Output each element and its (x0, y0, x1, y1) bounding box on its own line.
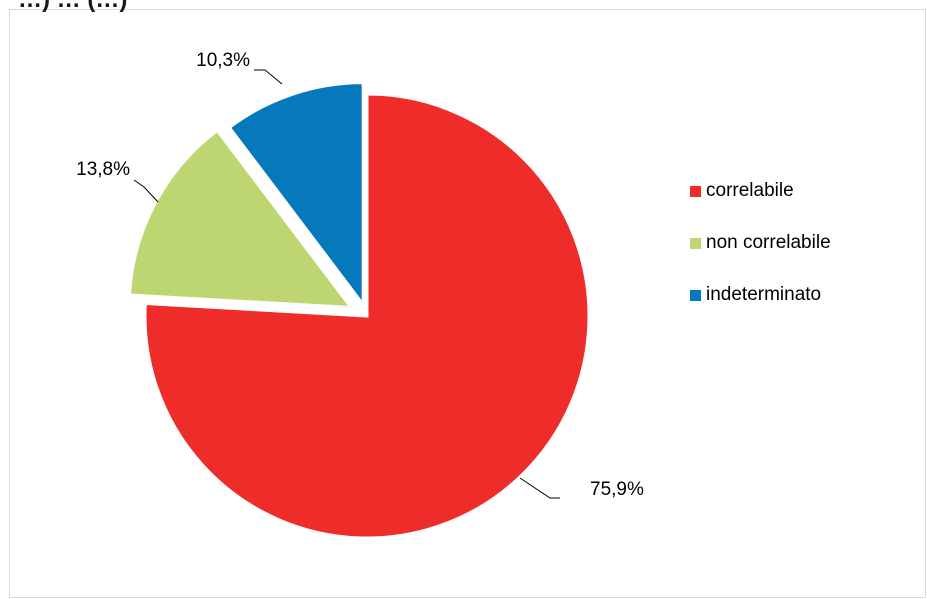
leader-line-non-correlabile (133, 179, 159, 203)
data-label-correlabile: 75,9% (590, 479, 644, 500)
data-labels: 75,9% 13,8% 10,3% (76, 50, 644, 500)
leader-line-correlabile (519, 477, 560, 499)
legend-label-non-correlabile: non correlabile (706, 232, 831, 253)
legend-label-correlabile: correlabile (706, 180, 794, 201)
pie-slices (127, 81, 591, 540)
legend-item-correlabile: correlabile (690, 180, 831, 202)
legend-swatch-correlabile (690, 185, 701, 197)
legend-swatch-indeterminato (690, 289, 701, 301)
legend-label-indeterminato: indeterminato (706, 284, 822, 305)
chart-title: …) … (…) (18, 0, 127, 13)
legend-item-non-correlabile: non correlabile (690, 232, 831, 254)
chart-title-clipped: …) … (…) (18, 0, 127, 13)
pie-slice-non-correlabile (127, 128, 355, 310)
legend-item-indeterminato: indeterminato (690, 284, 831, 306)
pie-slice-indeterminato (227, 81, 365, 310)
data-label-indeterminato: 10,3% (196, 50, 250, 71)
leader-lines (133, 69, 560, 499)
legend-swatch-non-correlabile (690, 237, 701, 249)
pie-slice-correlabile (143, 92, 591, 540)
leader-line-indeterminato (254, 69, 283, 85)
legend: correlabile non correlabile indeterminat… (690, 180, 831, 336)
data-label-non-correlabile: 13,8% (76, 159, 130, 180)
